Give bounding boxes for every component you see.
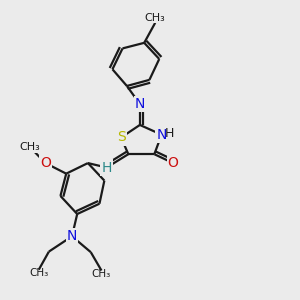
- Text: N: N: [156, 128, 167, 142]
- Text: CH₃: CH₃: [145, 13, 166, 23]
- Text: O: O: [40, 156, 51, 170]
- Text: CH₃: CH₃: [92, 268, 111, 278]
- Text: H: H: [101, 160, 112, 175]
- Text: N: N: [135, 97, 145, 111]
- Text: H: H: [165, 127, 174, 140]
- Text: CH₃: CH₃: [29, 268, 48, 278]
- Text: CH₃: CH₃: [20, 142, 40, 152]
- Text: O: O: [168, 156, 178, 170]
- Text: N: N: [67, 229, 77, 243]
- Text: S: S: [117, 130, 125, 145]
